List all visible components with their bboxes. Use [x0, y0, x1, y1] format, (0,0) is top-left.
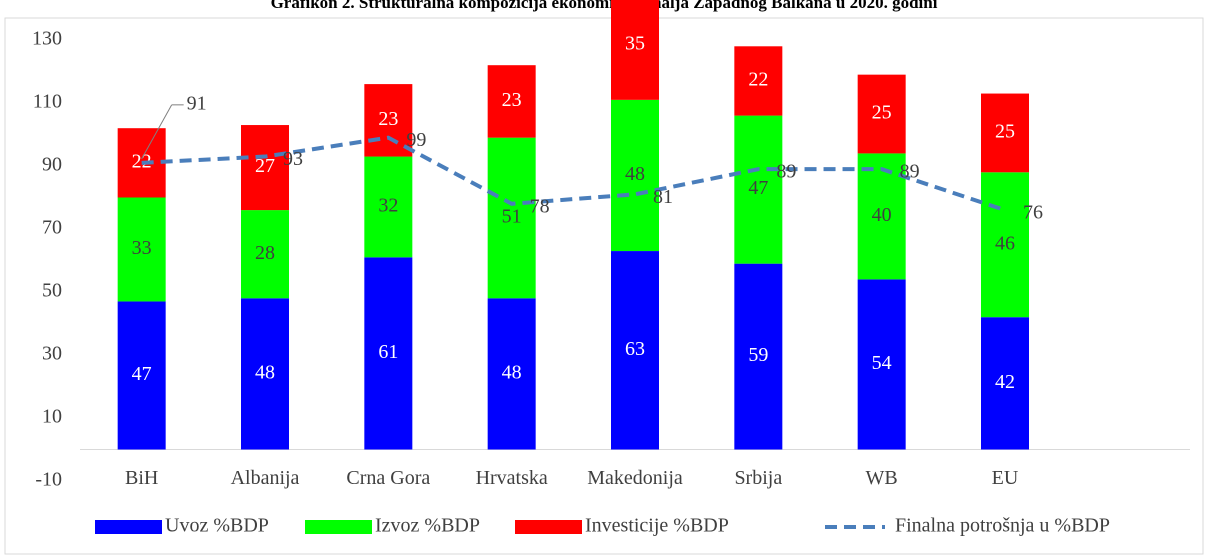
bar-segment [364, 257, 413, 450]
bar-segment [364, 84, 413, 157]
data-label: 89 [776, 161, 796, 183]
bar-segment [734, 115, 783, 264]
bar-segment [734, 46, 783, 116]
data-label: 42 [995, 371, 1015, 393]
data-label: 32 [378, 195, 398, 217]
data-label: 63 [625, 338, 645, 360]
y-tick-label: -10 [35, 469, 62, 491]
data-label: 27 [255, 155, 275, 177]
y-tick-label: 10 [42, 406, 62, 428]
bar-segment [241, 210, 289, 299]
bar-segment [734, 263, 783, 450]
x-tick-label: Albanija [231, 467, 300, 489]
legend-label: Uvoz %BDP [165, 515, 269, 537]
data-label: 48 [255, 361, 275, 383]
data-label: 54 [872, 352, 892, 374]
data-label: 47 [132, 363, 152, 385]
legend-swatch [305, 520, 372, 534]
bar-segment [857, 279, 906, 450]
data-label: 40 [872, 204, 892, 226]
x-tick-label: BiH [125, 467, 158, 489]
data-label: 51 [502, 206, 522, 228]
data-label: 99 [406, 129, 426, 151]
data-label: 46 [995, 232, 1015, 254]
y-tick-label: 30 [42, 343, 62, 365]
x-tick-label: EU [992, 467, 1019, 489]
data-label: 61 [378, 341, 398, 363]
bar-segment [117, 197, 166, 302]
x-tick-label: Makedonija [587, 467, 683, 489]
y-tick-label: 70 [42, 217, 62, 239]
data-label: 48 [502, 361, 522, 383]
x-tick-label: Srbija [734, 467, 782, 489]
bar-segment [117, 301, 166, 450]
data-label: 89 [900, 161, 920, 183]
data-label: 48 [625, 163, 645, 185]
chart-title: Grafikon 2. Strukturalna kompozicija eko… [271, 0, 938, 12]
chart-frame [4, 17, 1204, 555]
bar-segment [364, 156, 413, 258]
y-tick-label: 110 [33, 91, 62, 113]
bar-segment [487, 298, 536, 450]
data-label: 25 [995, 121, 1015, 143]
data-label: 33 [132, 237, 152, 259]
line-series [141, 135, 1006, 212]
data-label: 93 [283, 148, 303, 170]
x-tick-label: WB [866, 467, 898, 489]
data-label: 81 [653, 186, 673, 208]
data-label: 23 [502, 89, 522, 111]
y-tick-label: 130 [32, 28, 62, 50]
bar-segment [241, 125, 289, 211]
data-label: 23 [378, 108, 398, 130]
bar-segment [981, 93, 1029, 173]
bar-segment [611, 99, 659, 252]
bar-segment [981, 172, 1029, 318]
bar-segment [857, 153, 906, 280]
data-label: 28 [255, 242, 275, 264]
bar-segment [611, 0, 659, 100]
y-tick-label: 90 [42, 154, 62, 176]
data-label: 25 [872, 102, 892, 124]
legend-label: Finalna potrošnja u %BDP [895, 515, 1110, 537]
legend-label: Investicije %BDP [585, 515, 729, 537]
x-tick-label: Crna Gora [346, 467, 430, 489]
bar-segment [857, 74, 906, 154]
legend-swatch [515, 520, 582, 534]
bar-segment [611, 251, 659, 450]
bar-segment [241, 298, 289, 450]
bar-segment [487, 65, 536, 138]
label-leader [141, 104, 173, 160]
data-label: 59 [748, 344, 768, 366]
legend-swatch [95, 520, 162, 534]
data-label: 35 [625, 32, 645, 54]
data-label: 76 [1023, 202, 1043, 224]
bar-segment [487, 137, 536, 299]
y-tick-label: 50 [42, 280, 62, 302]
data-label: 78 [530, 195, 550, 217]
bar-segment [117, 128, 166, 198]
bar-segment [981, 317, 1029, 450]
data-label: 22 [748, 69, 768, 91]
data-label: 47 [748, 177, 768, 199]
legend-label: Izvoz %BDP [375, 515, 480, 537]
data-label: 91 [187, 92, 207, 114]
x-tick-label: Hrvatska [476, 467, 548, 489]
